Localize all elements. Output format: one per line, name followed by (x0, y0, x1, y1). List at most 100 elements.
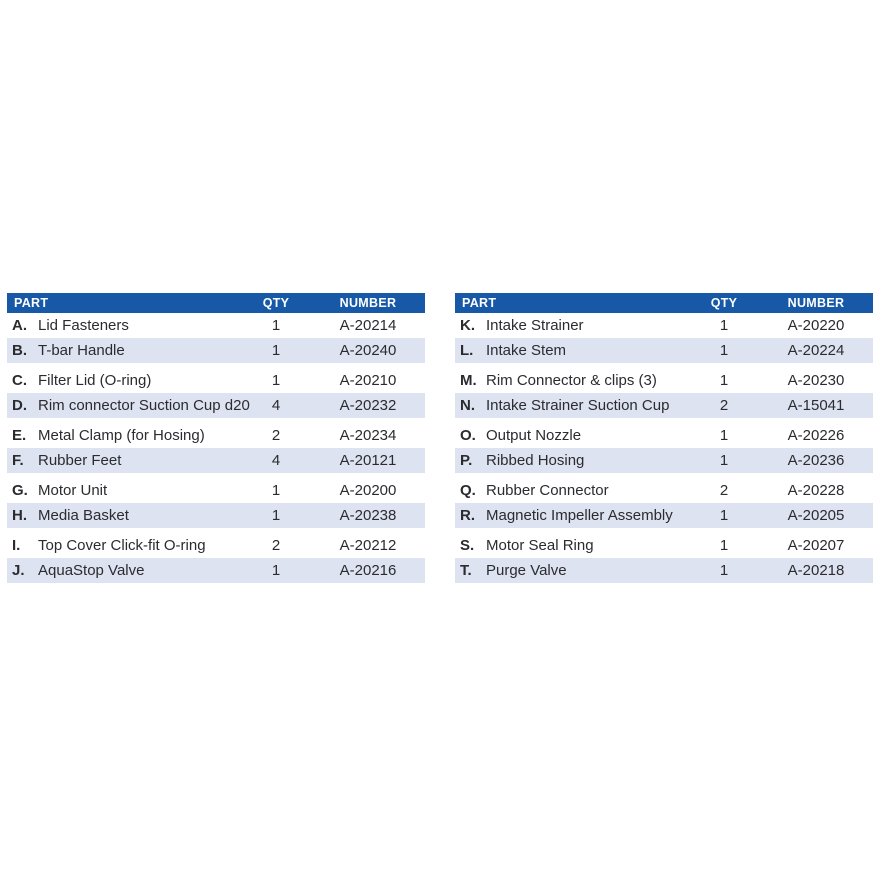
part-letter: T. (460, 562, 472, 579)
part-qty: 1 (271, 482, 281, 499)
part-name: Intake Stem (486, 342, 567, 359)
part-name: Magnetic Impeller Assembly (486, 507, 673, 524)
part-qty: 4 (271, 452, 281, 469)
part-name: Output Nozzle (486, 427, 582, 444)
part-number: A-20228 (787, 482, 845, 499)
table-row: M. Rim Connector & clips (3) 1 A-20230 (455, 368, 873, 393)
table-row: I. Top Cover Click-fit O-ring 2 A-20212 (7, 533, 425, 558)
parts-table-right: PART QTY NUMBER K. Intake Strainer 1 A-2… (455, 293, 873, 583)
parts-table-left: PART QTY NUMBER A. Lid Fasteners 1 A-202… (7, 293, 425, 583)
part-qty: 1 (271, 342, 281, 359)
part-letter: I. (12, 537, 21, 554)
part-number: A-20220 (787, 317, 845, 334)
part-qty: 2 (719, 397, 729, 414)
table-row: T. Purge Valve 1 A-20218 (455, 558, 873, 583)
part-letter: A. (12, 317, 27, 334)
part-name: Top Cover Click-fit O-ring (38, 537, 206, 554)
part-qty: 1 (271, 507, 281, 524)
part-qty: 1 (719, 537, 729, 554)
part-letter: M. (460, 372, 477, 389)
part-number: A-15041 (787, 397, 845, 414)
part-number: A-20200 (339, 482, 397, 499)
column-header-part: PART (462, 296, 497, 310)
table-row: G. Motor Unit 1 A-20200 (7, 478, 425, 503)
table-row: S. Motor Seal Ring 1 A-20207 (455, 533, 873, 558)
part-letter: G. (12, 482, 28, 499)
part-qty: 2 (271, 537, 281, 554)
part-qty: 1 (271, 317, 281, 334)
column-header-qty: QTY (710, 296, 738, 310)
part-name: Intake Strainer Suction Cup (486, 397, 670, 414)
table-row: Q. Rubber Connector 2 A-20228 (455, 478, 873, 503)
table-row: L. Intake Stem 1 A-20224 (455, 338, 873, 363)
part-number: A-20226 (787, 427, 845, 444)
part-name: Filter Lid (O-ring) (38, 372, 152, 389)
part-number: A-20121 (339, 452, 397, 469)
part-name: Media Basket (38, 507, 129, 524)
table-header: PART QTY NUMBER (455, 293, 873, 313)
column-header-part: PART (14, 296, 49, 310)
part-letter: P. (460, 452, 473, 469)
part-letter: F. (12, 452, 24, 469)
part-number: A-20238 (339, 507, 397, 524)
part-name: Metal Clamp (for Hosing) (38, 427, 205, 444)
table-row: C. Filter Lid (O-ring) 1 A-20210 (7, 368, 425, 393)
part-number: A-20240 (339, 342, 397, 359)
part-name: Rim Connector & clips (3) (486, 372, 657, 389)
column-header-number: NUMBER (787, 296, 845, 310)
part-qty: 1 (719, 372, 729, 389)
part-letter: J. (12, 562, 25, 579)
part-letter: S. (460, 537, 475, 554)
table-row: A. Lid Fasteners 1 A-20214 (7, 313, 425, 338)
part-name: Motor Seal Ring (486, 537, 594, 554)
part-number: A-20214 (339, 317, 397, 334)
part-number: A-20218 (787, 562, 845, 579)
part-name: Lid Fasteners (38, 317, 129, 334)
part-name: AquaStop Valve (38, 562, 145, 579)
table-body: A. Lid Fasteners 1 A-20214 B. T-bar Hand… (7, 313, 425, 583)
part-letter: H. (12, 507, 27, 524)
table-row: B. T-bar Handle 1 A-20240 (7, 338, 425, 363)
part-name: T-bar Handle (38, 342, 125, 359)
table-row: P. Ribbed Hosing 1 A-20236 (455, 448, 873, 473)
part-qty: 4 (271, 397, 281, 414)
part-qty: 1 (719, 317, 729, 334)
part-letter: B. (12, 342, 27, 359)
part-name: Motor Unit (38, 482, 108, 499)
column-header-number: NUMBER (339, 296, 397, 310)
table-row: K. Intake Strainer 1 A-20220 (455, 313, 873, 338)
part-letter: E. (12, 427, 27, 444)
part-name: Rubber Connector (486, 482, 609, 499)
part-letter: Q. (460, 482, 476, 499)
table-row: F. Rubber Feet 4 A-20121 (7, 448, 425, 473)
part-letter: R. (460, 507, 475, 524)
part-name: Purge Valve (486, 562, 567, 579)
table-row: H. Media Basket 1 A-20238 (7, 503, 425, 528)
part-number: A-20224 (787, 342, 845, 359)
part-number: A-20205 (787, 507, 845, 524)
table-header: PART QTY NUMBER (7, 293, 425, 313)
part-number: A-20210 (339, 372, 397, 389)
part-qty: 1 (719, 562, 729, 579)
part-name: Intake Strainer (486, 317, 584, 334)
part-number: A-20234 (339, 427, 397, 444)
part-letter: D. (12, 397, 27, 414)
part-qty: 1 (719, 452, 729, 469)
table-row: R. Magnetic Impeller Assembly 1 A-20205 (455, 503, 873, 528)
part-number: A-20230 (787, 372, 845, 389)
part-letter: K. (460, 317, 475, 334)
table-row: J. AquaStop Valve 1 A-20216 (7, 558, 425, 583)
part-qty: 1 (719, 427, 729, 444)
part-qty: 2 (271, 427, 281, 444)
part-qty: 1 (719, 342, 729, 359)
part-number: A-20212 (339, 537, 397, 554)
table-row: E. Metal Clamp (for Hosing) 2 A-20234 (7, 423, 425, 448)
part-number: A-20232 (339, 397, 397, 414)
part-name: Ribbed Hosing (486, 452, 585, 469)
part-letter: L. (460, 342, 474, 359)
table-row: N. Intake Strainer Suction Cup 2 A-15041 (455, 393, 873, 418)
table-row: D. Rim connector Suction Cup d20 4 A-202… (7, 393, 425, 418)
table-row: O. Output Nozzle 1 A-20226 (455, 423, 873, 448)
part-letter: O. (460, 427, 476, 444)
part-qty: 1 (719, 507, 729, 524)
